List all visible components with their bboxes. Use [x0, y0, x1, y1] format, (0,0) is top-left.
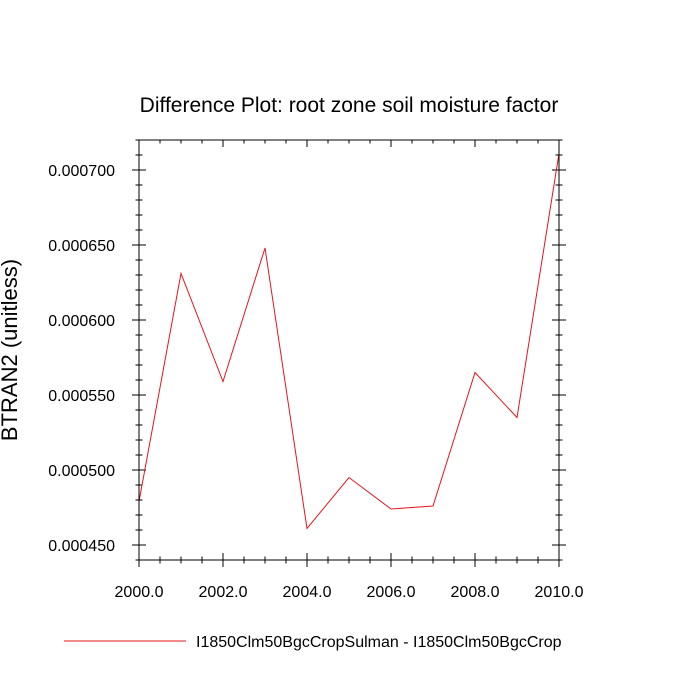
x-tick-label: 2000.0: [115, 584, 164, 601]
x-tick-label: 2006.0: [367, 584, 416, 601]
series-group: [138, 153, 560, 530]
y-tick-label: 0.000600: [48, 313, 115, 330]
y-tick-label: 0.000650: [48, 238, 115, 255]
y-tick-label: 0.000500: [48, 463, 115, 480]
plot-frame: [138, 139, 560, 561]
y-axis-label: BTRAN2 (unitless): [0, 259, 22, 441]
legend: I1850Clm50BgcCropSulman - I1850Clm50BgcC…: [64, 634, 562, 651]
chart-title: Difference Plot: root zone soil moisture…: [140, 94, 559, 117]
y-tick-label: 0.000450: [48, 538, 115, 555]
axis-tick-labels: 2000.0 2002.0 2004.0 2006.0 2008.0 2010.0 0.00…: [48, 163, 583, 601]
x-tick-label: 2004.0: [283, 584, 332, 601]
x-tick-label: 2002.0: [199, 584, 248, 601]
x-tick-label: 2010.0: [535, 584, 584, 601]
y-tick-label: 0.000550: [48, 388, 115, 405]
y-tick-label: 0.000700: [48, 163, 115, 180]
legend-label: I1850Clm50BgcCropSulman - I1850Clm50BgcC…: [196, 634, 562, 651]
x-tick-label: 2008.0: [451, 584, 500, 601]
series-line: [138, 153, 560, 530]
axis-ticks: [132, 139, 566, 567]
